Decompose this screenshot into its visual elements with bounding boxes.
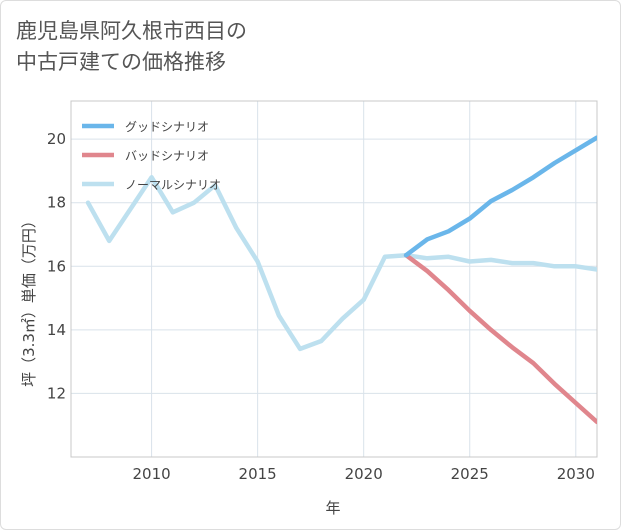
- y-tick-label: 14: [47, 321, 66, 339]
- y-tick-label: 18: [47, 194, 66, 212]
- series-line-2: [85, 175, 597, 352]
- x-axis-ticks: 2010 2015 2020 2025 2030: [133, 465, 595, 483]
- x-tick-label: 2010: [133, 465, 171, 483]
- plot-area-border: [70, 100, 598, 458]
- x-tick-label: 2030: [557, 465, 595, 483]
- legend-label: ノーマルシナリオ: [125, 178, 221, 192]
- series-lines: [85, 135, 597, 425]
- y-axis-ticks: 12 14 16 18 20: [47, 130, 66, 402]
- x-axis-title: 年: [325, 499, 340, 517]
- y-tick-label: 12: [47, 384, 66, 402]
- series-line-1: [403, 252, 597, 425]
- x-tick-label: 2020: [345, 465, 383, 483]
- legend-label: グッドシナリオ: [125, 120, 209, 134]
- chart-title: 鹿児島県阿久根市西目の 中古戸建ての価格推移: [16, 19, 247, 74]
- grid-lines: [71, 101, 597, 457]
- y-tick-label: 16: [47, 257, 66, 275]
- y-axis-title: 坪（3.3㎡）単価（万円）: [20, 213, 38, 387]
- x-tick-label: 2015: [239, 465, 277, 483]
- series-line-0: [403, 135, 597, 258]
- x-tick-label: 2025: [451, 465, 489, 483]
- legend-label: バッドシナリオ: [125, 149, 209, 163]
- y-tick-label: 20: [47, 130, 66, 148]
